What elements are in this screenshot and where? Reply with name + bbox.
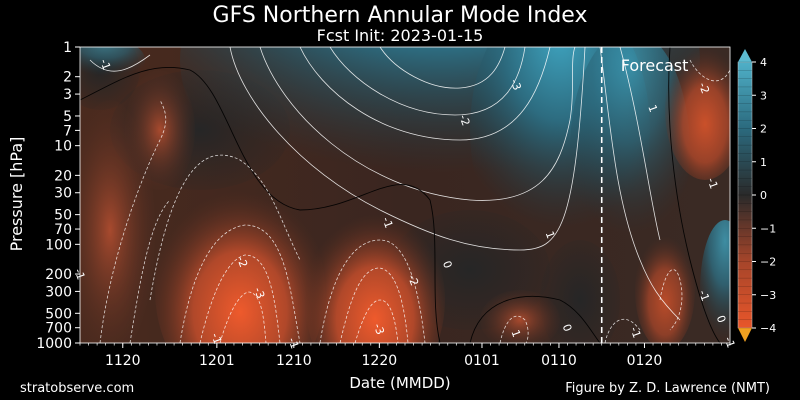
x-tick-label: 0110 [541,353,577,369]
colorbar-tick-label: 1 [760,156,767,169]
contour-label: -1 [379,215,395,230]
colorbar-tick-label: −1 [760,222,776,235]
contour-label: -2 [696,81,712,96]
contour-label: -2 [405,273,421,288]
colorbar-tick-label: −4 [760,322,776,335]
colorbar-tick-label: 3 [760,89,767,102]
y-tick-label: 30 [54,186,72,202]
y-tick-label: 500 [45,306,72,322]
y-tick-label: 2 [63,70,72,86]
y-tick-label: 50 [54,208,72,224]
colorbar: 4 3 2 1 0 −1 −2 −3 −4 [737,49,776,342]
contour-labels: -1-3-21-2-1-11-20-3-2-1-3-110-1-10-1-1 [72,57,738,350]
contour-label: -1 [97,57,113,72]
x-axis-ticks: 1120 1201 1210 1220 0101 0110 0120 [79,343,731,369]
contour-label: -3 [371,322,387,337]
nam-field [80,47,730,343]
x-tick-label: 1210 [276,353,312,369]
contour-label: -3 [251,286,267,301]
contour-label: 1 [645,103,660,114]
x-tick-label: 0120 [627,353,663,369]
contour-label: -2 [456,113,472,128]
y-tick-label: 200 [45,267,72,283]
x-tick-label: 1220 [362,353,398,369]
y-tick-label: 1000 [36,336,72,352]
contour-label: -3 [508,77,524,92]
y-tick-label: 100 [45,237,72,253]
x-tick-label: 1201 [199,353,235,369]
y-tick-label: 1 [63,40,72,56]
colorbar-extend-high [738,49,752,62]
contour-label: -1 [722,335,738,350]
contour-label: 1 [543,229,558,240]
forecast-label: Forecast [621,56,689,75]
x-axis-label: Date (MMDD) [349,374,451,392]
contour-label: 0 [714,314,729,325]
contour-label: -1 [704,176,720,191]
colorbar-ticks: 4 3 2 1 0 −1 −2 −3 −4 [738,56,776,335]
colorbar-tick-label: −2 [760,256,776,269]
credit-author: Figure by Z. D. Lawrence (NMT) [565,381,770,396]
colorbar-tick-label: 0 [760,189,767,202]
contour-label: -2 [234,255,250,270]
y-tick-label: 7 [63,123,72,139]
contour-label: 1 [508,328,523,339]
colorbar-tick-label: 4 [760,56,767,69]
contour-label: -1 [627,325,643,340]
colorbar-extend-low [738,328,752,342]
chart-title: GFS Northern Annular Mode Index [212,3,588,28]
contour-label: 0 [440,259,455,270]
credit-website[interactable]: stratobserve.com [20,381,135,396]
y-tick-label: 5 [63,109,72,125]
contour-label: -1 [208,331,224,346]
x-tick-label: 1120 [105,353,141,369]
y-tick-label: 20 [54,168,72,184]
y-tick-label: 300 [45,284,72,300]
y-tick-label: 3 [63,87,72,103]
x-tick-label: 0101 [464,353,500,369]
y-tick-label: 70 [54,222,72,238]
chart-subtitle: Fcst Init: 2023-01-15 [316,26,484,45]
y-tick-label: 10 [54,139,72,155]
contour-label: -1 [696,288,712,303]
contour-label: 0 [560,322,575,333]
colorbar-tick-label: −3 [760,289,776,302]
y-tick-label: 700 [45,321,72,337]
colorbar-tick-label: 2 [760,123,767,136]
